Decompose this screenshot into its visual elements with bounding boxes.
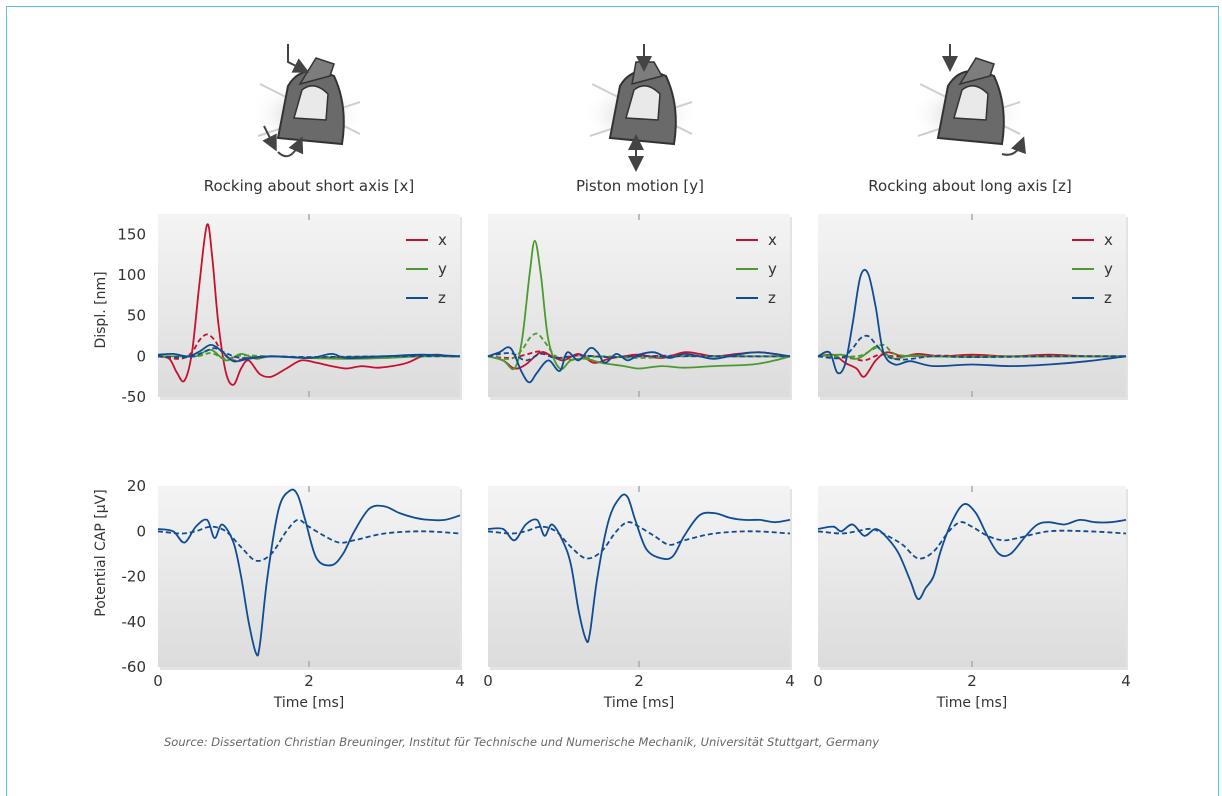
series-line-y-dashed [487,332,790,361]
legend-label-y: y [438,260,447,278]
x-tick-label: 2 [634,672,644,690]
y-tick-label: 50 [127,307,146,325]
series-line-cap-dashed [157,518,461,562]
y-tick-label: -50 [122,388,147,406]
title-piston: Piston motion [y] [576,177,704,195]
y-tick-label: -60 [122,658,147,676]
x-tick-label: 0 [153,672,163,690]
panel-background [818,214,1126,397]
panel-background [488,486,790,667]
title-long-axis: Rocking about long axis [z] [868,177,1071,195]
source-caption: Source: Dissertation Christian Breuninge… [164,735,879,749]
panel-2: xyz [487,214,792,400]
panel-background [818,486,1126,667]
y-tick-label: 150 [117,225,146,243]
y-tick-label: 100 [117,266,146,284]
legend-label-z: z [438,289,446,307]
y-tick-label: 0 [136,522,146,540]
legend-label-z: z [768,289,776,307]
legend-label-x: x [768,231,777,249]
series-line-cap-solid [817,503,1127,601]
x-tick-label: 4 [455,672,465,690]
series-line-z-dashed [157,347,461,359]
x-tick-label: 0 [483,672,493,690]
x-tick-label: 0 [813,672,823,690]
panel-5: 0 2 4 Time [ms] [483,486,795,711]
panel-background [488,214,790,397]
x-tick-label: 2 [967,672,977,690]
x-tick-label: 4 [785,672,795,690]
piston-motion-icon [582,44,698,172]
long-axis-rocking-icon [910,44,1026,156]
y-tick-label: -20 [122,568,147,586]
x-tick-label: 2 [304,672,314,690]
x-axis-label: Time [ms] [936,695,1008,711]
legend-label-y: y [768,260,777,278]
ylabel-displacement: Displ. [nm] [93,271,109,348]
short-axis-rocking-icon [250,44,366,158]
panel-4: 20 0 -20 -40 -60 0 2 4 Time [ms] [122,477,465,711]
panel-3: xyz [817,214,1128,400]
x-axis-label: Time [ms] [273,695,345,711]
panel-6: 0 2 4 Time [ms] [813,486,1131,711]
series-line-z-dashed [817,334,1127,361]
panel-background [158,486,460,667]
title-short-axis: Rocking about short axis [x] [204,177,415,195]
series-line-y-dashed [157,352,461,360]
legend-label-x: x [1104,231,1113,249]
x-tick-label: 4 [1121,672,1131,690]
series-line-cap-dashed [817,521,1127,560]
series-line-x-solid [157,223,461,386]
series-line-cap-solid [487,493,791,644]
series-line-y-solid [158,348,461,362]
series-line-y-dashed [817,343,1126,358]
legend-label-x: x [438,231,447,249]
ylabel-cap: Potential CAP [µV] [93,489,109,616]
series-line-z-dashed [487,352,790,362]
y-tick-label: -40 [122,613,147,631]
figure-frame [6,6,1219,796]
panel-1: 150 100 50 0 -50 xyz [117,214,462,406]
legend-label-z: z [1104,289,1112,307]
y-tick-label: 0 [136,347,146,365]
series-line-cap-dashed [487,521,791,560]
series-line-cap-solid [157,488,461,657]
panel-background [158,214,460,397]
x-axis-label: Time [ms] [603,695,675,711]
y-tick-label: 20 [127,477,146,495]
legend-label-y: y [1104,260,1113,278]
